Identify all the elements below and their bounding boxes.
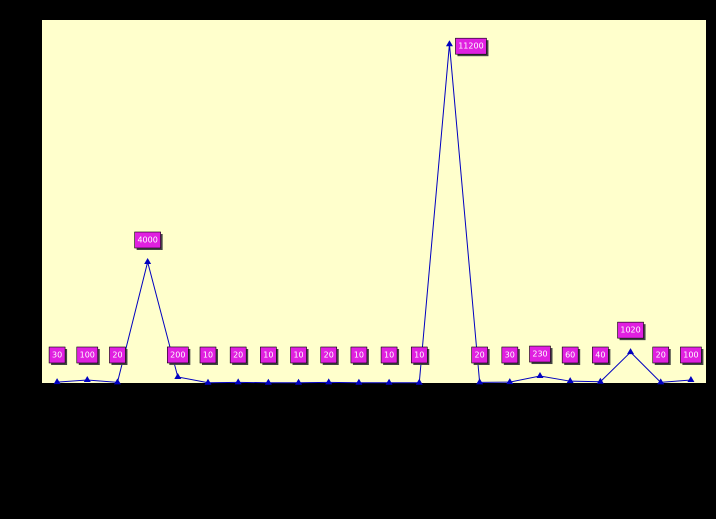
data-label: 1020 <box>620 326 640 335</box>
data-point <box>355 378 363 385</box>
data-point <box>506 378 514 385</box>
label-box <box>350 346 368 364</box>
label-box <box>109 346 126 364</box>
label-box <box>652 346 670 364</box>
plot-area <box>42 20 706 383</box>
data-label: 20 <box>324 351 334 360</box>
data-label: 10 <box>414 351 424 360</box>
data-label: 200 <box>170 350 185 359</box>
data-label: 10 <box>384 351 394 360</box>
data-label: 100 <box>683 351 698 360</box>
data-label: 40 <box>595 351 605 360</box>
data-point <box>83 375 91 382</box>
label-box <box>680 346 702 364</box>
data-point <box>596 377 604 384</box>
data-point <box>627 348 635 355</box>
data-point <box>415 378 423 385</box>
data-label: 10 <box>354 351 364 360</box>
data-point <box>476 378 484 385</box>
label-box <box>617 321 644 339</box>
data-label: 30 <box>505 351 515 360</box>
label-box <box>134 231 161 249</box>
data-point <box>445 40 453 47</box>
data-label: 20 <box>475 351 485 360</box>
data-label: 20 <box>112 351 122 360</box>
data-label: 20 <box>233 351 243 360</box>
data-label: 30 <box>52 351 62 360</box>
data-point <box>687 375 695 382</box>
data-point <box>53 378 61 385</box>
data-label: 230 <box>532 350 547 359</box>
data-point <box>657 378 665 385</box>
data-point <box>264 378 272 385</box>
data-point <box>536 372 544 379</box>
label-box <box>455 37 487 55</box>
label-box <box>320 346 338 364</box>
label-box <box>380 346 398 364</box>
data-label: 100 <box>80 351 95 360</box>
data-label: 20 <box>656 351 666 360</box>
data-label: 10 <box>293 351 303 360</box>
label-box <box>410 346 428 364</box>
data-point <box>566 377 574 384</box>
data-point <box>295 378 303 385</box>
data-label: 11200 <box>458 42 483 51</box>
data-point <box>385 378 393 385</box>
label-box <box>199 346 217 364</box>
label-box <box>561 346 579 364</box>
data-label: 10 <box>263 351 273 360</box>
label-box <box>592 346 609 364</box>
data-line <box>57 44 691 384</box>
label-box <box>471 346 488 364</box>
label-box <box>76 346 99 364</box>
data-point <box>325 378 333 385</box>
data-label: 4000 <box>137 236 157 245</box>
label-box <box>48 346 66 364</box>
label-box <box>167 346 189 364</box>
label-box <box>501 346 519 364</box>
label-box <box>229 346 247 364</box>
data-point <box>174 372 182 379</box>
label-box <box>260 346 277 364</box>
data-point <box>234 378 242 385</box>
data-point <box>204 378 212 385</box>
label-box <box>529 345 551 363</box>
label-box <box>290 346 307 364</box>
data-point <box>113 378 121 385</box>
data-label: 60 <box>565 351 575 360</box>
data-label: 10 <box>203 351 213 360</box>
data-point <box>144 258 152 264</box>
